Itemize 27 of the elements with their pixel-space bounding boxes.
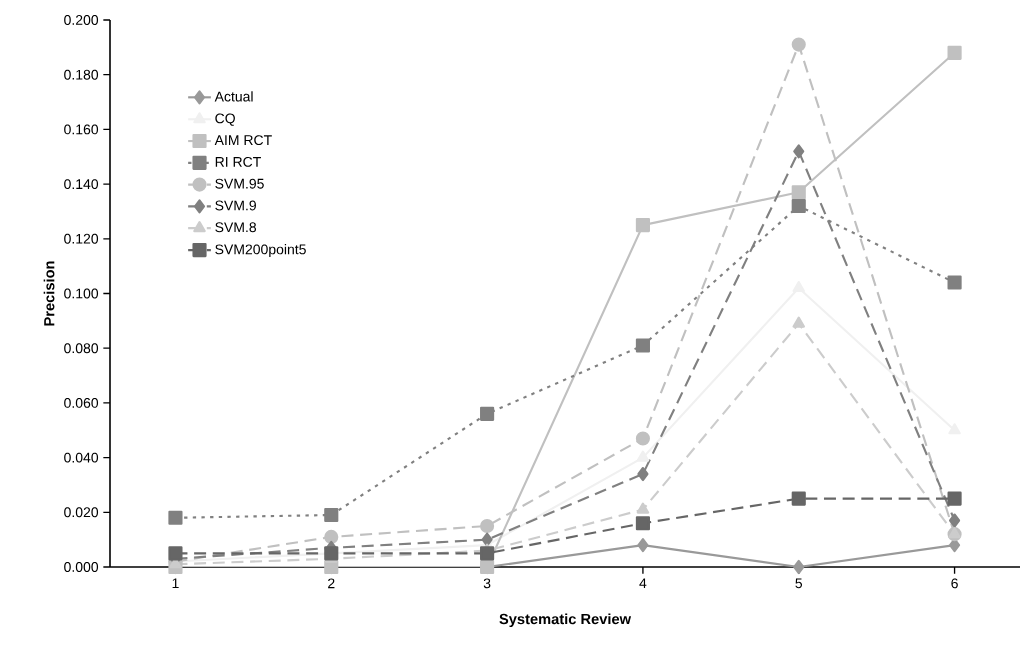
y-tick-label: 0.140	[64, 179, 99, 190]
y-tick-label: 0.040	[64, 452, 99, 463]
y-tick-label: 0.180	[64, 69, 99, 80]
legend-label: SVM.95	[215, 178, 264, 189]
legend-label: SVM.8	[215, 222, 257, 233]
y-axis-title: Precision	[43, 261, 55, 326]
legend-label: SVM.9	[215, 200, 256, 211]
y-tick-label: 0.200	[64, 15, 99, 25]
x-tick-label: 2	[328, 578, 335, 589]
y-tick-label: 0.020	[64, 507, 99, 518]
y-tick-label: 0.160	[64, 124, 99, 135]
legend-label: SVM200point5	[215, 244, 306, 258]
x-axis-title: Systematic Review	[499, 613, 632, 628]
y-tick-label: 0.120	[64, 233, 99, 244]
legend-label: RI RCT	[215, 156, 261, 167]
x-tick-label: 1	[172, 578, 179, 589]
legend-label: AIM RCT	[214, 135, 272, 146]
y-tick-label: 0.060	[64, 397, 99, 408]
x-tick-label: 5	[795, 578, 803, 589]
y-tick-label: 0.000	[64, 562, 99, 572]
y-tick-label: 0.100	[64, 288, 99, 299]
x-tick-label: 4	[639, 578, 647, 589]
legend-label: Actual	[214, 91, 253, 102]
y-tick-label: 0.080	[64, 343, 99, 354]
legend-label: CQ	[215, 113, 235, 126]
x-tick-label: 6	[951, 578, 958, 589]
x-tick-label: 3	[483, 578, 491, 589]
